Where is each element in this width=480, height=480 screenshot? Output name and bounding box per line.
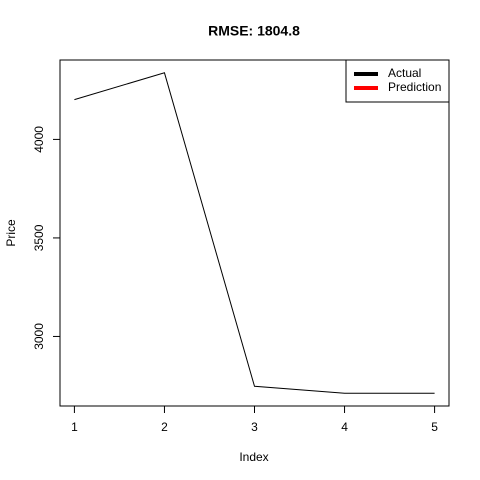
y-tick-label: 4000 (32, 126, 46, 153)
y-axis-label: Price (4, 219, 18, 247)
x-axis-label: Index (239, 450, 268, 464)
legend-label: Actual (388, 66, 421, 80)
x-tick-label: 5 (431, 420, 438, 434)
x-tick-label: 1 (71, 420, 78, 434)
x-tick-label: 3 (251, 420, 258, 434)
x-tick-label: 4 (341, 420, 348, 434)
legend-label: Prediction (388, 80, 441, 94)
plot-frame (59, 59, 450, 407)
chart-title: RMSE: 1804.8 (208, 23, 300, 39)
x-tick-label: 2 (161, 420, 168, 434)
y-tick-label: 3500 (32, 224, 46, 251)
y-tick-label: 3000 (32, 323, 46, 350)
data-line (74, 72, 435, 394)
legend-box (345, 59, 450, 103)
